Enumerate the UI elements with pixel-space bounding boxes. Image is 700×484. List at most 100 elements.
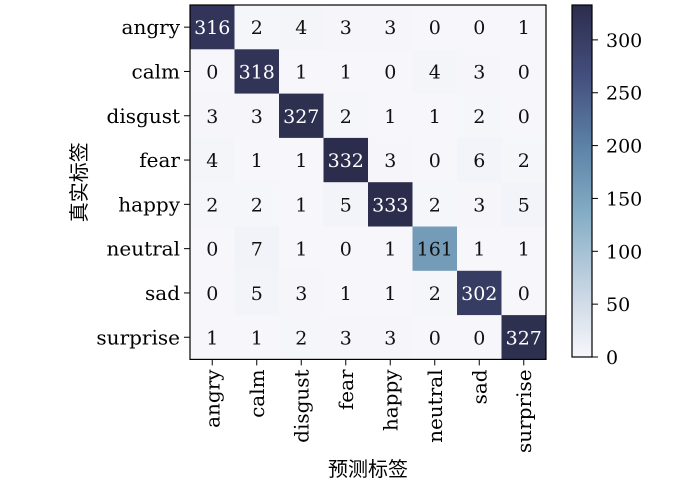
cell-value-label: 2 (251, 194, 263, 216)
cell-value-label: 1 (295, 194, 307, 216)
cell-value-label: 1 (340, 283, 352, 305)
colorbar-ticks: 0 50 100 150 200 250 300 (592, 30, 642, 369)
matrix-cell (279, 137, 324, 183)
matrix-cell (501, 182, 547, 227)
colorbar-tick-label: 150 (606, 188, 642, 210)
y-tick-label: disgust (107, 104, 180, 128)
x-tick-label: neutral (423, 369, 447, 443)
matrix-cell (279, 270, 324, 316)
y-tick-label: fear (139, 148, 180, 172)
cell-value-label: 0 (206, 283, 218, 305)
cell-value-label: 3 (295, 283, 307, 305)
matrix-cell (501, 137, 547, 183)
x-tick-label: calm (245, 369, 269, 418)
x-axis-label: 预测标签 (328, 457, 408, 481)
y-tick-label: surprise (96, 325, 180, 349)
x-axis-ticks: angry calm disgust fear happy neutral sad surpr… (200, 359, 536, 453)
matrix-cell (368, 182, 413, 227)
cell-value-label: 0 (340, 239, 352, 261)
y-tick-label: calm (132, 59, 181, 83)
matrix-cell (190, 226, 235, 272)
cell-value-label: 1 (340, 61, 352, 83)
cell-value-label: 3 (473, 61, 485, 83)
matrix-cell (457, 270, 502, 316)
matrix-cell (234, 5, 280, 50)
cell-value-label: 2 (340, 106, 352, 128)
colorbar (571, 4, 593, 358)
cell-value-label: 333 (372, 194, 408, 216)
matrix-cell (234, 93, 280, 139)
matrix-cell (234, 270, 280, 316)
matrix-cell (323, 270, 369, 316)
matrix-cell (368, 270, 413, 316)
matrix-cell (190, 182, 235, 227)
cell-value-label: 0 (518, 61, 530, 83)
x-tick-label: disgust (289, 369, 313, 442)
cell-value-label: 1 (295, 150, 307, 172)
cell-value-label: 0 (206, 239, 218, 261)
colorbar-tick-label: 200 (606, 136, 642, 158)
matrix-cell (368, 226, 413, 272)
matrix-cell (323, 315, 369, 360)
matrix-cell (457, 315, 502, 360)
cell-value-label: 5 (251, 283, 263, 305)
matrix-cell (412, 270, 458, 316)
cell-value-label: 1 (251, 150, 263, 172)
matrix-cell (190, 5, 235, 50)
cell-value-label: 5 (518, 194, 530, 216)
matrix-cell (412, 137, 458, 183)
matrix-cells (190, 5, 547, 360)
cell-value-label: 5 (340, 194, 352, 216)
cell-value-label: 2 (429, 283, 441, 305)
cell-value-label: 1 (384, 106, 396, 128)
colorbar-tick-label: 100 (606, 241, 642, 263)
cell-value-label: 302 (461, 283, 497, 305)
x-tick-label: sad (467, 369, 491, 404)
cell-value-label: 1 (295, 239, 307, 261)
matrix-cell (412, 49, 458, 94)
cell-value-label: 2 (206, 194, 218, 216)
matrix-cell (501, 5, 547, 50)
matrix-cell (412, 93, 458, 139)
cell-value-label: 0 (429, 17, 441, 39)
cell-value-label: 4 (429, 61, 441, 83)
cell-value-label: 1 (518, 239, 530, 261)
cell-value-label: 2 (295, 327, 307, 349)
matrix-cell (190, 49, 235, 94)
y-tick-label: happy (118, 192, 180, 216)
cell-value-label: 0 (473, 17, 485, 39)
colorbar-tick-label: 0 (606, 347, 618, 369)
cell-value-label: 161 (417, 239, 453, 261)
cell-value-label: 0 (473, 327, 485, 349)
cell-value-label: 1 (518, 17, 530, 39)
cell-value-label: 1 (384, 239, 396, 261)
matrix-cell (323, 137, 369, 183)
matrix-cell (234, 315, 280, 360)
matrix-cell (501, 315, 547, 360)
x-tick-label: surprise (512, 369, 536, 453)
cell-value-label: 316 (194, 17, 230, 39)
x-tick-label: angry (200, 369, 224, 428)
cell-value-label: 2 (251, 17, 263, 39)
y-axis-ticks: angry calm disgust fear happy neutral sad surpr… (96, 15, 190, 349)
cell-value-label: 3 (340, 17, 352, 39)
cell-value-label: 2 (473, 106, 485, 128)
matrix-cell (457, 137, 502, 183)
cell-value-label: 1 (206, 327, 218, 349)
matrix-cell (412, 315, 458, 360)
matrix-cell (323, 182, 369, 227)
cell-value-label: 7 (251, 239, 263, 261)
matrix-cell (457, 49, 502, 94)
cell-value-label: 3 (206, 106, 218, 128)
matrix-cell (323, 226, 369, 272)
cell-value-label: 3 (384, 327, 396, 349)
matrix-cell (323, 93, 369, 139)
cell-value-label: 2 (518, 150, 530, 172)
matrix-cell (457, 226, 502, 272)
matrix-frame (189, 4, 547, 360)
matrix-cell (412, 5, 458, 50)
cell-value-label: 4 (206, 150, 218, 172)
matrix-cell (234, 137, 280, 183)
matrix-cell (457, 5, 502, 50)
